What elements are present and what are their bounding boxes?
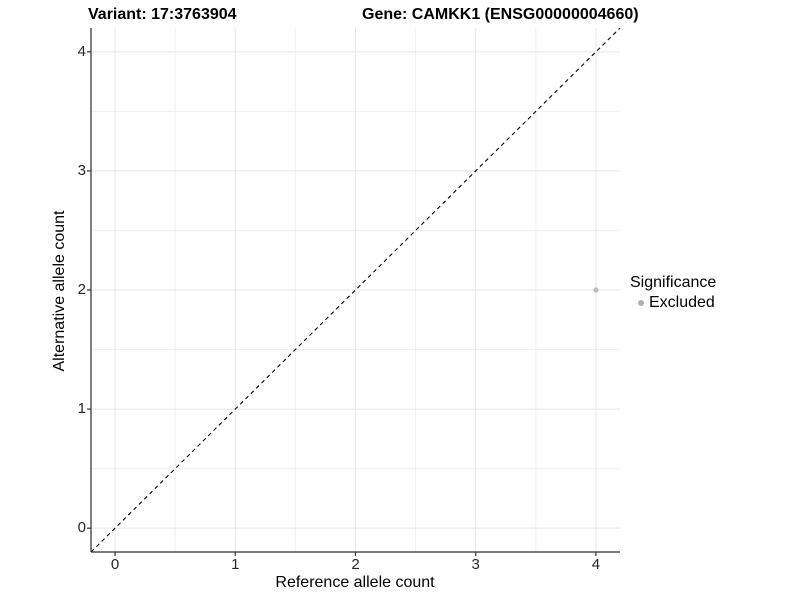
x-axis-title: Reference allele count: [275, 574, 435, 591]
x-tick-label: 3: [471, 556, 480, 573]
y-axis-title: Alternative allele count: [51, 210, 68, 372]
x-tick-label: 0: [110, 556, 120, 573]
y-tick-label: 2: [77, 281, 86, 298]
x-tick-label: 4: [591, 556, 601, 573]
x-tick-label: 1: [231, 556, 240, 573]
y-tick-label: 3: [77, 161, 86, 179]
legend-item-label: Excluded: [649, 294, 715, 311]
plot-title-gene: Gene: CAMKK1 (ENSG00000004660): [362, 6, 639, 23]
legend-item-excluded: Excluded: [630, 293, 716, 312]
y-tick-label: 1: [77, 400, 86, 418]
y-tick-label: 4: [77, 42, 86, 60]
legend-title: Significance: [630, 274, 717, 291]
excluded-point-icon: [638, 299, 644, 306]
x-tick-label: 2: [351, 556, 360, 573]
plot-title-variant: Variant: 17:3763904: [88, 6, 237, 23]
data-point: [593, 287, 599, 293]
legend: Significance Excluded: [630, 273, 716, 312]
y-tick-label: 0: [77, 519, 86, 537]
